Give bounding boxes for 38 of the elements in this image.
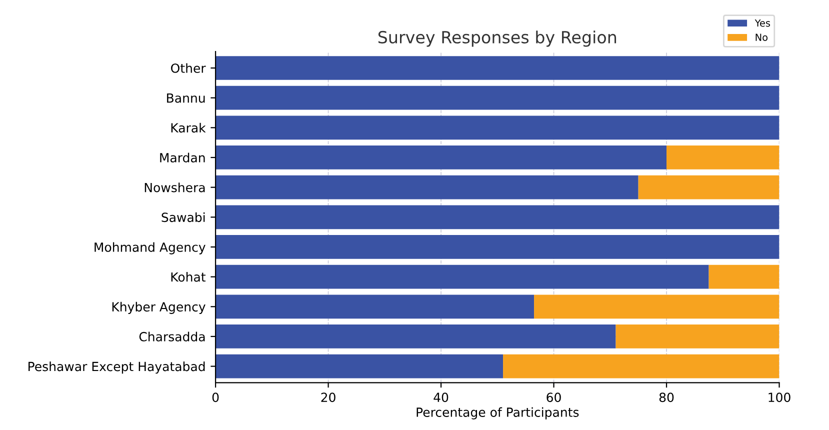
x-tick-label: 100 — [768, 392, 790, 402]
bar — [216, 56, 780, 80]
bar — [216, 146, 667, 170]
y-tick-label: Kohat — [171, 272, 206, 282]
y-tick-label: Peshawar Except Hayatabad — [28, 362, 205, 374]
bar — [216, 205, 780, 230]
legend-label: Yes — [754, 19, 770, 27]
bar — [534, 294, 780, 319]
bar — [708, 264, 780, 289]
bar — [216, 324, 616, 348]
y-tick-label: Charsadda — [139, 332, 205, 342]
legend-label: No — [756, 34, 768, 41]
y-tick-label: Karak — [171, 122, 206, 133]
bar — [216, 264, 709, 289]
y-tick-label: Khyber Agency — [112, 302, 206, 314]
y-tick-label: Sawabi — [162, 212, 205, 222]
y-tick-label: Bannu — [167, 93, 205, 103]
x-tick-label: 80 — [659, 392, 674, 402]
y-tick-label: Mardan — [160, 152, 205, 162]
bar — [216, 354, 504, 378]
bar — [616, 324, 780, 348]
x-tick-label: 20 — [321, 392, 336, 402]
chart-title: Survey Responses by Region — [378, 30, 616, 47]
x-tick-label: 60 — [546, 392, 561, 402]
y-tick-label: Nowshera — [144, 182, 205, 192]
bar — [216, 116, 780, 140]
y-tick-label: Mohmand Agency — [94, 242, 206, 254]
bar — [216, 175, 638, 200]
bar — [666, 146, 780, 170]
x-axis-title: Percentage of Participants — [416, 407, 579, 420]
x-tick-label: 40 — [434, 392, 448, 402]
y-tick-label: Other — [171, 63, 206, 73]
bar — [503, 354, 780, 378]
bar — [216, 86, 780, 110]
x-tick-label: 0 — [212, 392, 219, 402]
bar — [216, 294, 534, 319]
bar — [216, 235, 780, 259]
bar — [638, 175, 780, 200]
